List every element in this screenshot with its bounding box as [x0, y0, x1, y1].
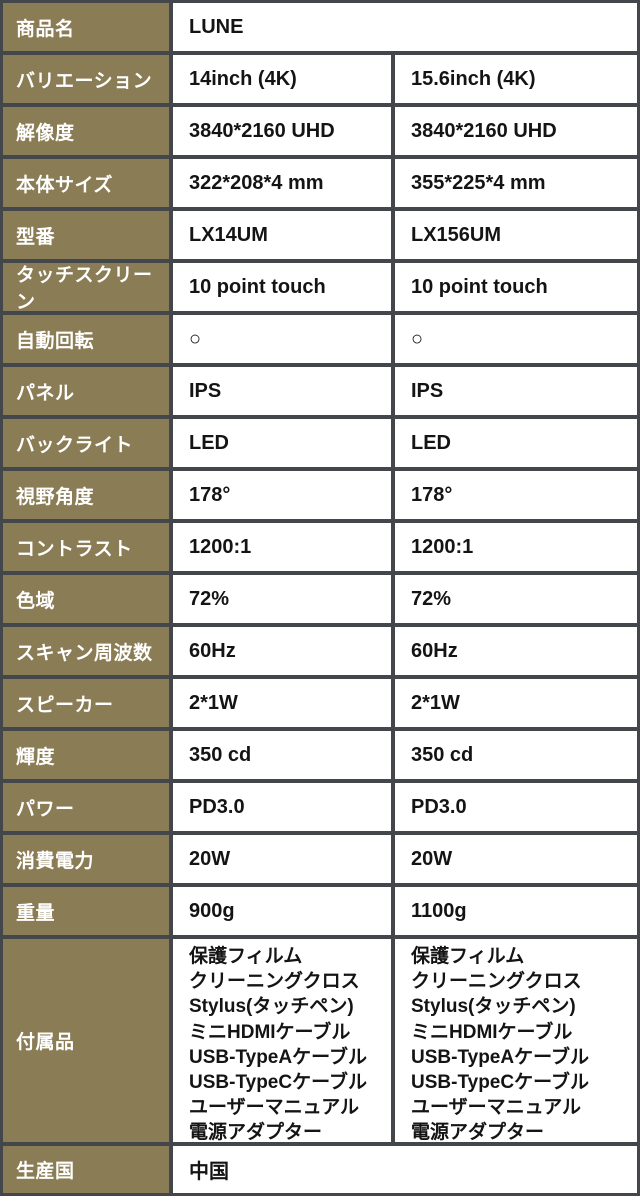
table-row-touchscreen: タッチスクリーン 10 point touch 10 point touch — [3, 263, 637, 315]
row-label: 視野角度 — [3, 471, 173, 519]
spec-value: 保護フィルム クリーニングクロス Stylus(タッチペン) ミニHDMIケーブ… — [173, 939, 395, 1142]
spec-value: 保護フィルム クリーニングクロス Stylus(タッチペン) ミニHDMIケーブ… — [395, 939, 637, 1142]
row-label: 自動回転 — [3, 315, 173, 363]
spec-value: LX156UM — [395, 211, 637, 259]
table-row-resolution: 解像度 3840*2160 UHD 3840*2160 UHD — [3, 107, 637, 159]
spec-value: 中国 — [173, 1146, 637, 1193]
table-row-country-of-origin: 生産国 中国 — [3, 1146, 637, 1193]
table-row-accessories: 付属品 保護フィルム クリーニングクロス Stylus(タッチペン) ミニHDM… — [3, 939, 637, 1146]
row-label: タッチスクリーン — [3, 263, 173, 311]
row-label: コントラスト — [3, 523, 173, 571]
table-row-power-consumption: 消費電力 20W 20W — [3, 835, 637, 887]
spec-value: 1200:1 — [173, 523, 395, 571]
spec-value: IPS — [173, 367, 395, 415]
spec-value: 20W — [395, 835, 637, 883]
spec-value: LED — [173, 419, 395, 467]
spec-value: PD3.0 — [395, 783, 637, 831]
row-label: スピーカー — [3, 679, 173, 727]
table-row-backlight: バックライト LED LED — [3, 419, 637, 471]
row-label: 商品名 — [3, 3, 173, 51]
spec-value: 355*225*4 mm — [395, 159, 637, 207]
table-row-model-number: 型番 LX14UM LX156UM — [3, 211, 637, 263]
table-row-speaker: スピーカー 2*1W 2*1W — [3, 679, 637, 731]
spec-value: 1100g — [395, 887, 637, 935]
row-label: バックライト — [3, 419, 173, 467]
spec-value: 322*208*4 mm — [173, 159, 395, 207]
spec-value: 10 point touch — [173, 263, 395, 311]
spec-value: 350 cd — [173, 731, 395, 779]
row-label: 重量 — [3, 887, 173, 935]
spec-value: 350 cd — [395, 731, 637, 779]
row-label: 型番 — [3, 211, 173, 259]
table-row-color-gamut: 色域 72% 72% — [3, 575, 637, 627]
table-row-auto-rotate: 自動回転 ○ ○ — [3, 315, 637, 367]
row-label: 輝度 — [3, 731, 173, 779]
table-row-scan-frequency: スキャン周波数 60Hz 60Hz — [3, 627, 637, 679]
row-label: 生産国 — [3, 1146, 173, 1193]
table-row-body-size: 本体サイズ 322*208*4 mm 355*225*4 mm — [3, 159, 637, 211]
row-label: 消費電力 — [3, 835, 173, 883]
spec-value: 60Hz — [395, 627, 637, 675]
spec-value: 178° — [395, 471, 637, 519]
spec-value: ○ — [173, 315, 395, 363]
spec-value: 15.6inch (4K) — [395, 55, 637, 103]
spec-value: LUNE — [173, 3, 637, 51]
spec-value: 3840*2160 UHD — [395, 107, 637, 155]
spec-value: LED — [395, 419, 637, 467]
row-label: パネル — [3, 367, 173, 415]
spec-value: 1200:1 — [395, 523, 637, 571]
spec-value: 72% — [173, 575, 395, 623]
table-row-weight: 重量 900g 1100g — [3, 887, 637, 939]
table-row-contrast: コントラスト 1200:1 1200:1 — [3, 523, 637, 575]
spec-value: 2*1W — [395, 679, 637, 727]
row-label: 本体サイズ — [3, 159, 173, 207]
spec-value: 2*1W — [173, 679, 395, 727]
table-row-power: パワー PD3.0 PD3.0 — [3, 783, 637, 835]
table-row-panel: パネル IPS IPS — [3, 367, 637, 419]
row-label: 付属品 — [3, 939, 173, 1142]
spec-value: 60Hz — [173, 627, 395, 675]
spec-value: 20W — [173, 835, 395, 883]
spec-value: 14inch (4K) — [173, 55, 395, 103]
spec-value: 72% — [395, 575, 637, 623]
row-label: 色域 — [3, 575, 173, 623]
spec-value: IPS — [395, 367, 637, 415]
spec-value: 10 point touch — [395, 263, 637, 311]
table-row-variation: バリエーション 14inch (4K) 15.6inch (4K) — [3, 55, 637, 107]
table-row-viewing-angle: 視野角度 178° 178° — [3, 471, 637, 523]
row-label: パワー — [3, 783, 173, 831]
spec-value: 178° — [173, 471, 395, 519]
spec-value: 900g — [173, 887, 395, 935]
table-row-product-name: 商品名 LUNE — [3, 3, 637, 55]
table-row-brightness: 輝度 350 cd 350 cd — [3, 731, 637, 783]
spec-value: 3840*2160 UHD — [173, 107, 395, 155]
row-label: バリエーション — [3, 55, 173, 103]
spec-value: PD3.0 — [173, 783, 395, 831]
row-label: 解像度 — [3, 107, 173, 155]
row-label: スキャン周波数 — [3, 627, 173, 675]
spec-value: ○ — [395, 315, 637, 363]
spec-value: LX14UM — [173, 211, 395, 259]
